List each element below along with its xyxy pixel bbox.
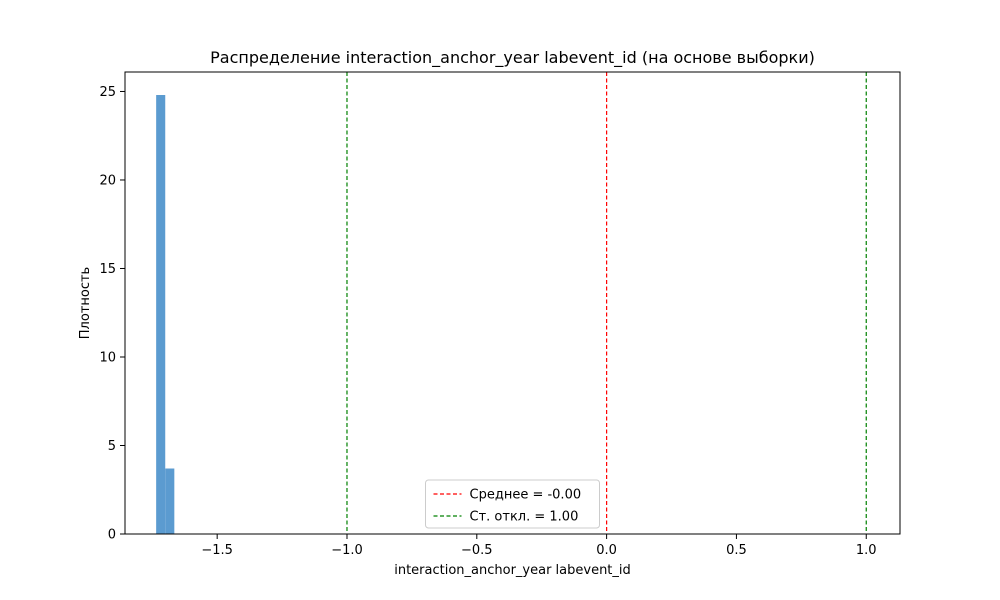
y-tick-label: 25 [99, 85, 116, 100]
histogram-bar-1 [165, 468, 175, 534]
x-tick-label: 1.0 [856, 543, 877, 558]
histogram-bar-0 [156, 95, 166, 534]
y-tick-label: 0 [108, 528, 116, 543]
x-tick-label: −1.0 [331, 543, 363, 558]
y-tick-label: 10 [99, 350, 116, 365]
y-tick-label: 5 [108, 439, 116, 454]
x-axis-ticks: −1.5 −1.0 −0.5 0.0 0.5 1.0 [201, 534, 877, 558]
reference-lines [346, 72, 867, 534]
x-tick-label: −1.5 [201, 543, 233, 558]
legend-box [425, 479, 600, 529]
x-tick-label: 0.0 [596, 543, 617, 558]
y-tick-label: 20 [99, 173, 116, 188]
x-tick-label: −0.5 [461, 543, 493, 558]
y-axis-ticks: 0 5 10 15 20 25 [99, 85, 125, 543]
plot-frame [124, 71, 901, 535]
legend: Среднее = -0.00 Ст. откл. = 1.00 [425, 479, 600, 529]
x-tick-label: 0.5 [726, 543, 747, 558]
x-axis-label: interaction_anchor_year labevent_id [394, 563, 631, 578]
histogram-bars [156, 95, 175, 534]
y-axis-label: Плотность [78, 267, 93, 339]
legend-label-1: Ст. откл. = 1.00 [470, 510, 579, 525]
legend-label-0: Среднее = -0.00 [470, 488, 582, 503]
chart-title: Распределение interaction_anchor_year la… [210, 48, 815, 68]
y-tick-label: 15 [99, 262, 116, 277]
